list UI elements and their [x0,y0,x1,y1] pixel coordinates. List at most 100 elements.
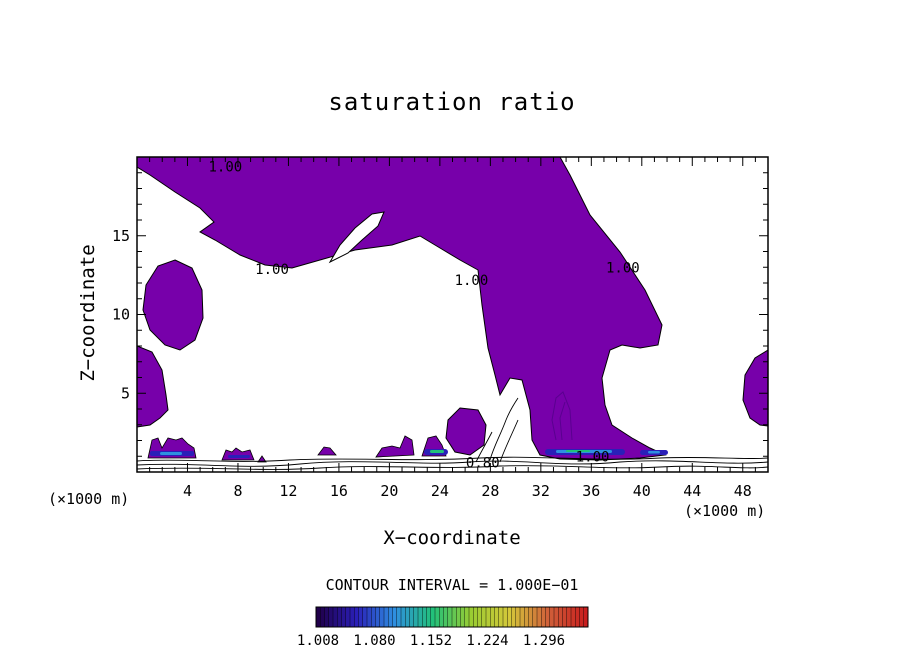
saturated-region-right-edge [742,349,768,427]
colorbar-swatch [549,607,555,627]
colorbar-swatch [409,607,415,627]
x-tick-label: 36 [582,482,600,500]
colorbar-swatch [490,607,495,627]
colorbar-swatch [379,607,385,627]
x-tick-label: 48 [734,482,752,500]
colorbar-swatch [316,607,321,627]
x-ticks: 4 8 12 16 20 24 28 32 36 40 44 48 [149,157,756,500]
x-tick-label: 20 [380,482,398,500]
x-tick-label: 24 [431,482,449,500]
colorbar-swatch [524,607,529,627]
colorbar-swatch [328,607,334,627]
high-ratio-streaks [150,449,668,458]
colorbar-swatch [498,607,504,627]
chart-title: saturation ratio [328,88,576,116]
x-axis-label: X−coordinate [383,527,521,549]
colorbar-swatch [324,607,330,627]
x-tick-label: 28 [481,482,499,500]
x-tick-label: 12 [279,482,297,500]
colorbar-swatch [341,607,347,627]
colorbar-swatch [481,607,487,627]
colorbar-swatch [358,607,364,627]
colorbar-swatch [532,607,538,627]
contour-label: 0.80 [466,456,500,472]
contour-label: 1.00 [576,449,610,465]
colorbar-swatch [392,607,398,627]
colorbar-swatch [579,607,585,627]
x-tick-label: 4 [183,482,192,500]
colorbar-swatch [583,607,589,627]
colorbar-tick-label: 1.152 [410,633,452,649]
colorbar-swatch [528,607,534,627]
colorbar-swatch [545,607,551,627]
colorbar-tick-label: 1.296 [523,633,565,649]
x-unit-left: (×1000 m) [48,490,130,508]
colorbar-swatch [443,607,449,627]
saturated-region-left [142,259,204,351]
x-unit-right: (×1000 m) [684,502,766,520]
colorbar-swatch [562,607,568,627]
colorbar-swatch [477,607,483,627]
colorbar-swatch [511,607,517,627]
x-tick-label: 8 [233,482,242,500]
colorbar-swatch [515,607,521,627]
colorbar-swatch [367,607,372,627]
colorbar-swatch [507,607,512,627]
x-tick-label: 32 [532,482,550,500]
y-tick-label: 10 [112,306,130,324]
colorbar-tick-label: 1.008 [297,633,339,649]
colorbar-tick-label: 1.224 [466,633,508,649]
colorbar-tick-label: 1.080 [353,633,395,649]
colorbar-swatch [401,607,406,627]
colorbar-swatch [418,607,423,627]
x-tick-label: 40 [633,482,651,500]
contour-interval-text: CONTOUR INTERVAL = 1.000E−01 [325,576,579,594]
low-level-cells [147,435,447,463]
surface-contours [137,397,768,470]
y-tick-label: 5 [121,384,130,402]
colorbar-swatch [422,607,427,627]
colorbar-swatch [426,607,432,627]
saturated-region-small [445,407,487,456]
colorbar-swatch [413,607,419,627]
colorbar-swatch [452,607,457,627]
colorbar-swatch [396,607,402,627]
colorbar-swatch [503,607,508,627]
colorbar-swatch [464,607,470,627]
colorbar-swatch [558,607,563,627]
colorbar-swatch [566,607,572,627]
colorbar-swatch [350,607,355,627]
colorbar-swatch [447,607,453,627]
colorbar-swatch [494,607,500,627]
contour-label: 1.00 [208,159,242,175]
colorbar-swatch [354,607,359,627]
colorbar-swatch [575,607,580,627]
subsaturated-pocket [328,211,385,264]
colorbar-swatch [384,607,389,627]
colorbar-swatch [541,607,546,627]
colorbar-swatch [571,607,576,627]
saturated-region-upper [137,157,667,461]
colorbar-swatch [405,607,410,627]
colorbar-swatch [362,607,368,627]
y-ticks: 5 10 15 [112,172,768,457]
colorbar-swatch [486,607,491,627]
colorbar-swatch [345,607,351,627]
colorbar-swatch [375,607,381,627]
contour-label: 1.00 [255,262,289,278]
contour-label: 1.00 [606,260,640,276]
contour-label: 1.00 [455,273,489,289]
colorbar-swatch [430,607,436,627]
colorbar-swatch [460,607,466,627]
saturation-fill-regions [137,157,768,470]
x-tick-label: 16 [330,482,348,500]
colorbar-swatch [469,607,474,627]
colorbar-swatch [371,607,376,627]
colorbar-swatch [554,607,559,627]
colorbar-swatch [388,607,393,627]
y-tick-label: 15 [112,227,130,245]
colorbar: 1.008 1.080 1.152 1.224 1.296 [297,606,589,649]
colorbar-frame [315,606,589,628]
colorbar-swatch [337,607,342,627]
